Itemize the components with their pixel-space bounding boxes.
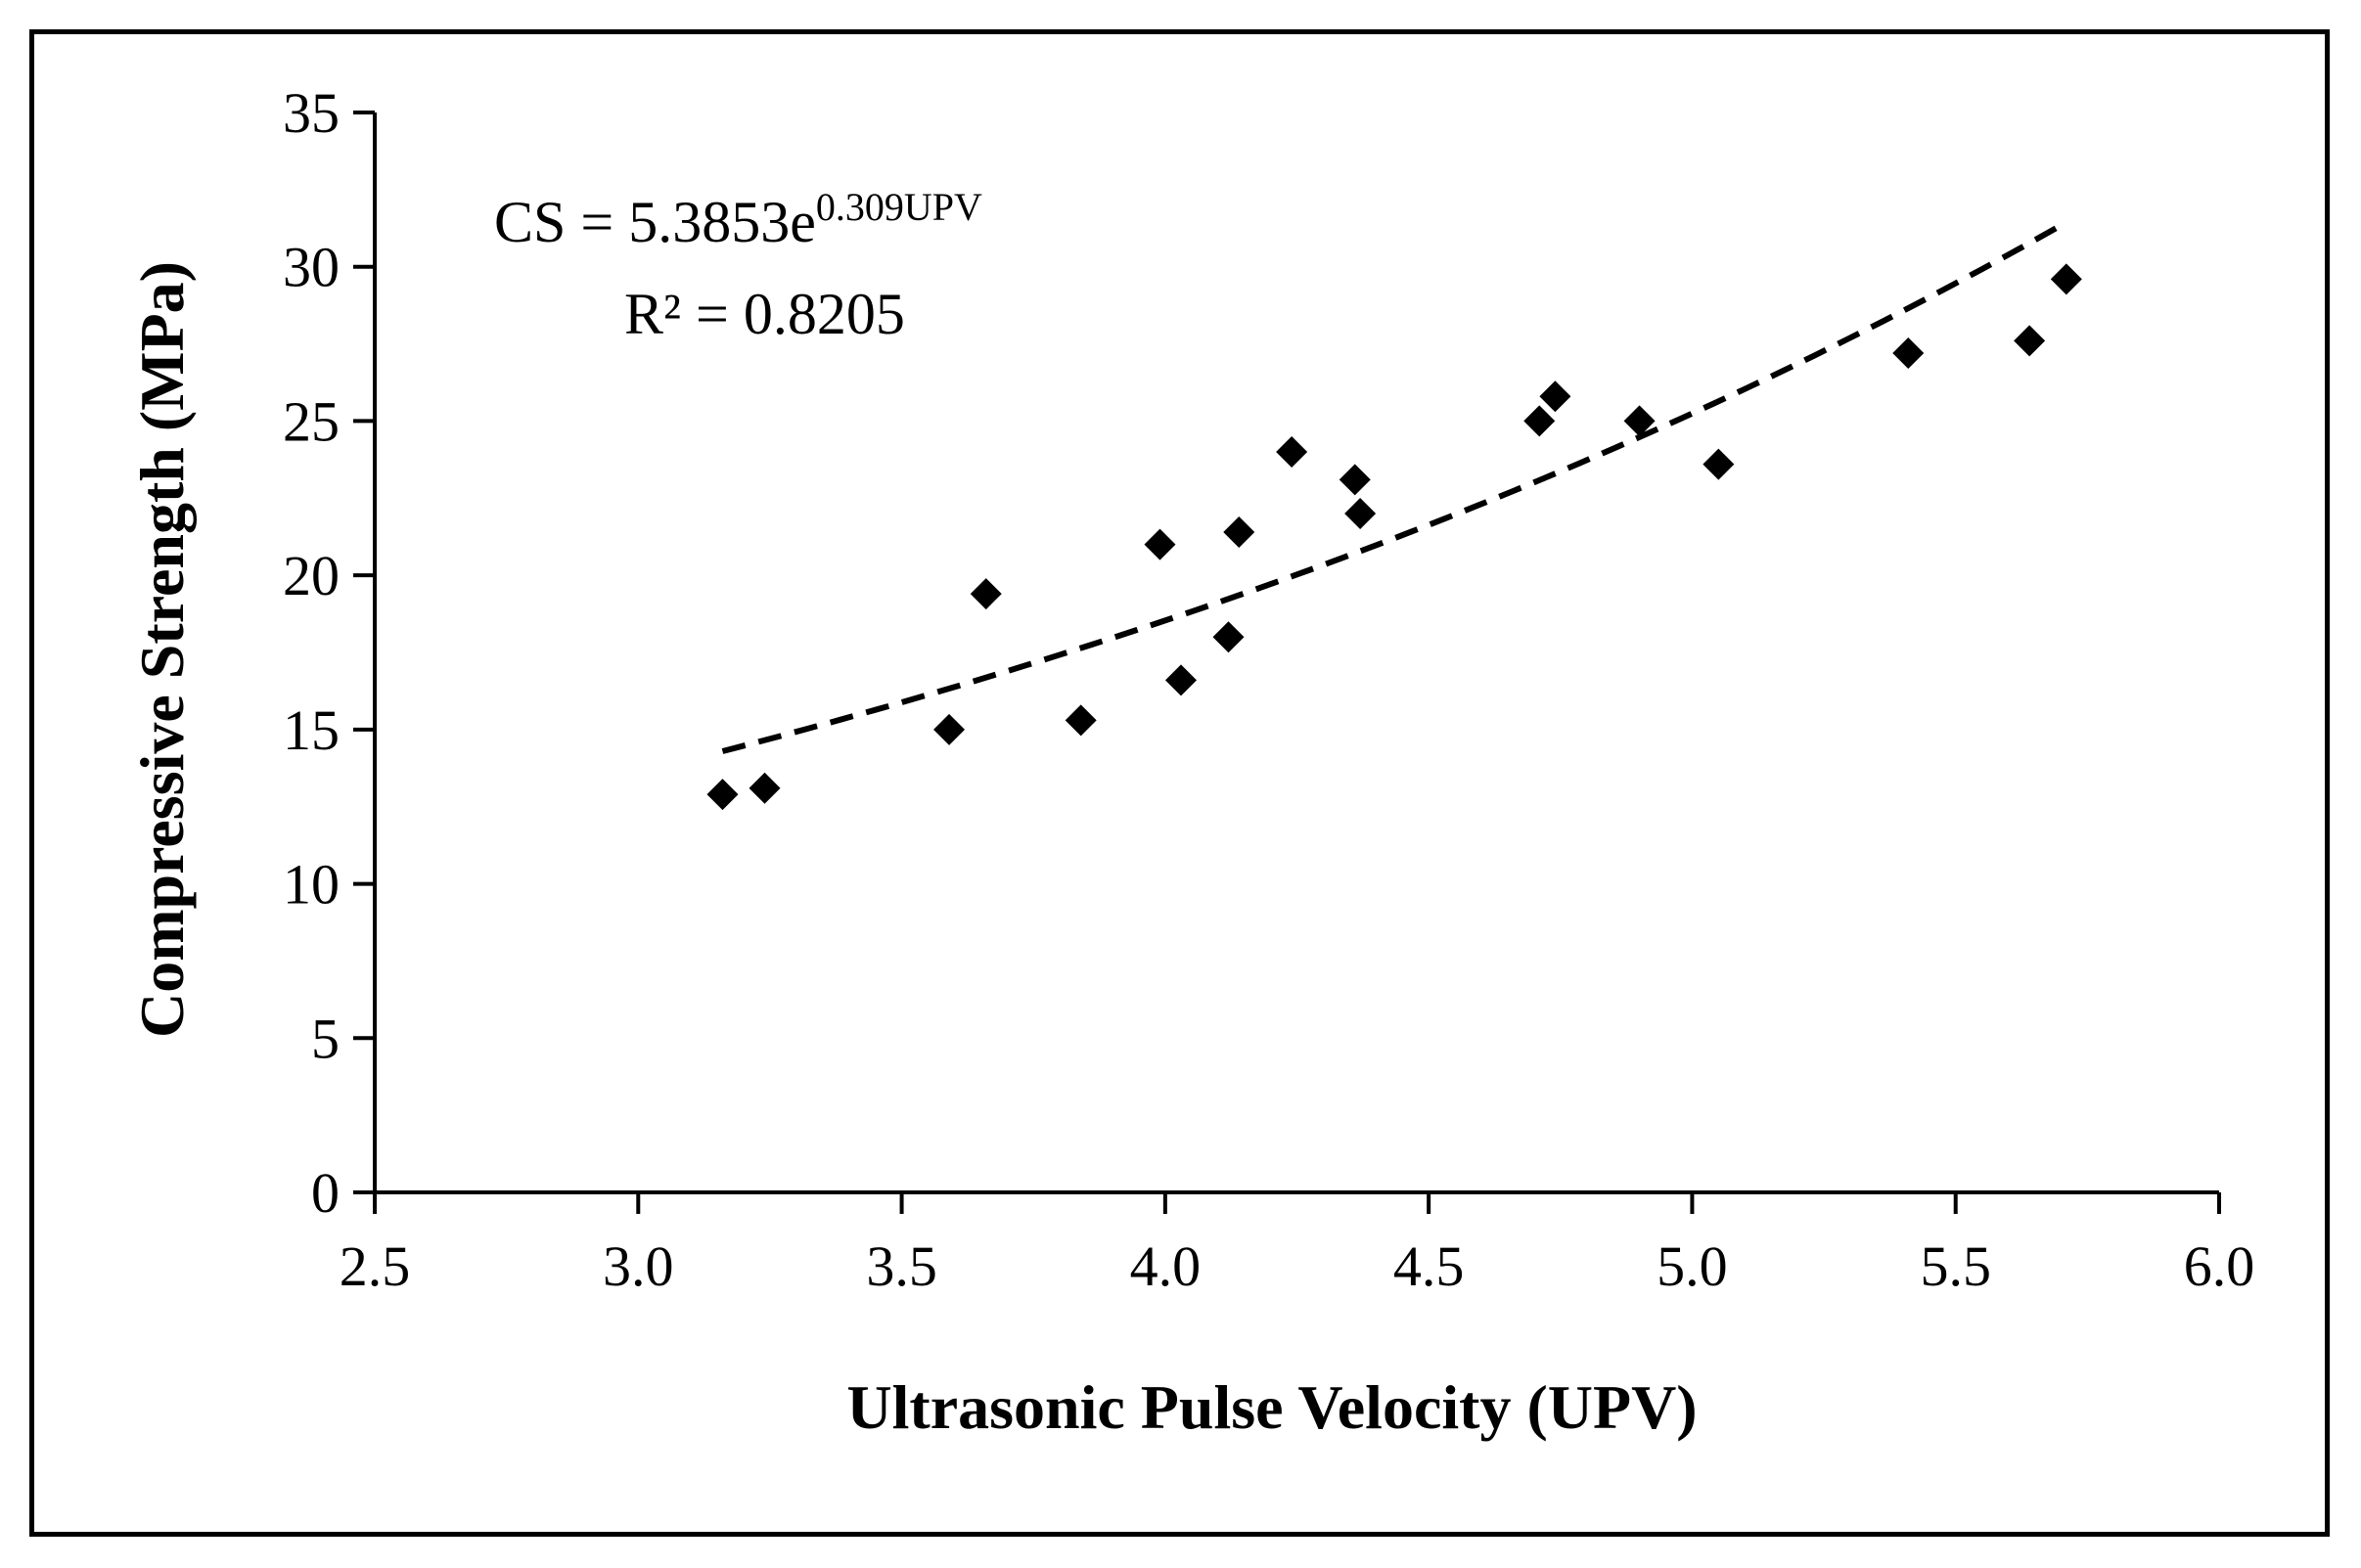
data-point-2: [749, 772, 781, 804]
data-point-3: [933, 713, 966, 745]
ticks: 0 5 10 15 20 25 30 35 2.5 3.0 3.5 4.0 4.5 5.0 5.5 6.0: [283, 81, 2254, 1298]
y-axis-title: Compressive Strength (MPa): [127, 261, 197, 1038]
data-point-14: [1539, 381, 1571, 413]
data-point-12: [1344, 498, 1377, 530]
scatter-chart: 0 5 10 15 20 25 30 35 2.5 3.0 3.5 4.0 4.5 5.0 5.5 6.0 U…: [127, 81, 2254, 1442]
x-tick-label-2.5: 2.5: [340, 1234, 411, 1298]
x-tick-label-5.0: 5.0: [1657, 1234, 1728, 1298]
y-tick-label-35: 35: [283, 81, 340, 145]
equation-prefix: CS = 5.3853e: [494, 190, 816, 254]
data-point-15: [1623, 405, 1656, 437]
data-points: [706, 263, 2082, 811]
x-tick-label-5.5: 5.5: [1920, 1234, 1991, 1298]
trendline-group: [721, 219, 2068, 754]
data-point-7: [1165, 664, 1198, 696]
data-point-9: [1223, 515, 1255, 548]
y-tick-label-5: 5: [311, 1007, 340, 1070]
data-point-4: [970, 578, 1002, 610]
data-point-8: [1212, 621, 1245, 653]
x-tick-label-3.5: 3.5: [866, 1234, 937, 1298]
data-point-16: [1703, 448, 1735, 480]
data-point-5: [1065, 704, 1097, 737]
data-point-1: [706, 779, 739, 811]
x-tick-label-4.5: 4.5: [1393, 1234, 1465, 1298]
y-tick-label-15: 15: [283, 698, 340, 762]
x-axis-title: Ultrasonic Pulse Velocity (UPV): [846, 1372, 1697, 1442]
data-point-11: [1339, 464, 1371, 496]
x-tick-label-3.0: 3.0: [603, 1234, 674, 1298]
data-point-19: [2050, 263, 2082, 295]
chart-frame: 0 5 10 15 20 25 30 35 2.5 3.0 3.5 4.0 4.5 5.0 5.5 6.0 U…: [29, 29, 2330, 1537]
y-tick-label-10: 10: [283, 853, 340, 917]
data-point-10: [1276, 435, 1308, 468]
trendline-equation: CS = 5.3853e0.309UPV: [494, 185, 982, 254]
x-tick-label-4.0: 4.0: [1130, 1234, 1202, 1298]
y-tick-label-20: 20: [283, 544, 340, 607]
data-point-18: [2014, 325, 2046, 357]
y-tick-label-25: 25: [283, 389, 340, 453]
data-point-13: [1523, 405, 1556, 437]
y-tick-label-0: 0: [311, 1161, 340, 1225]
axes: [373, 112, 2219, 1194]
equation-exponent: 0.309UPV: [816, 185, 982, 229]
y-tick-label-30: 30: [283, 236, 340, 299]
data-point-17: [1892, 337, 1925, 370]
r-squared-label: R² = 0.8205: [624, 282, 905, 346]
data-point-6: [1144, 528, 1176, 560]
trendline: [721, 219, 2068, 754]
x-tick-label-6.0: 6.0: [2184, 1234, 2255, 1298]
